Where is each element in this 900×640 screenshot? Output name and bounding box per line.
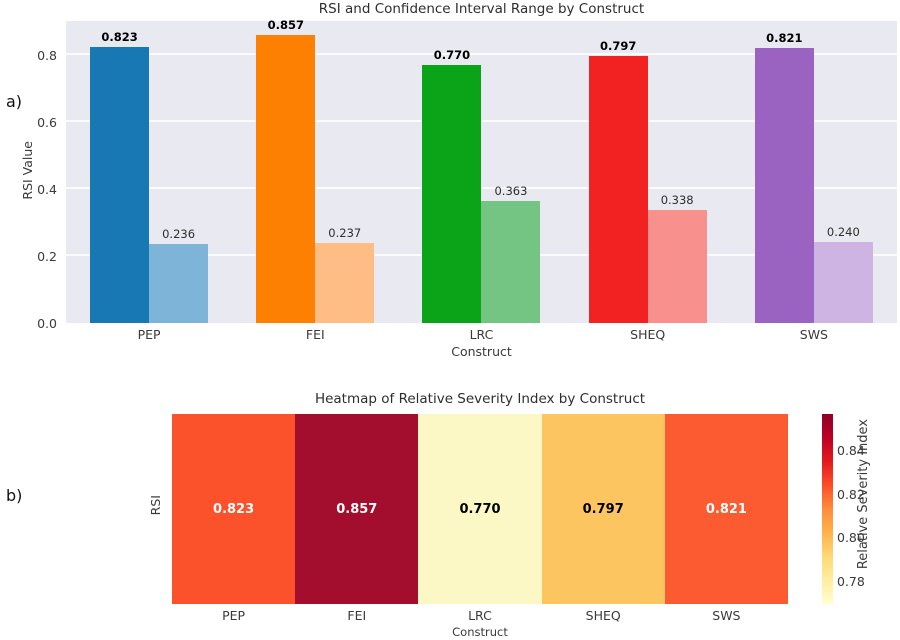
bar-value-label: 0.770 (433, 47, 471, 62)
bar-slot: 0.240 (813, 21, 873, 323)
y-tick-label: 0.4 (37, 181, 57, 197)
heatmap-x-tick-pep: PEP (222, 608, 246, 623)
colorbar-label: Relative Severity Index (856, 419, 871, 570)
bar-pair: 0.821 0.240 (754, 21, 873, 323)
bar-value-label: 0.236 (162, 226, 196, 241)
rsi-bar-sheq (588, 55, 648, 323)
heatmap-x-ticks: PEP FEI LRC SHEQ SWS (172, 608, 788, 624)
bar-slot: 0.770 (422, 21, 482, 323)
rsi-bar-fei (256, 35, 316, 323)
heatmap-cell-lrc: 0.770 (418, 414, 542, 604)
colorbar-ticks: 0.84 0.82 0.80 0.78 (837, 414, 877, 604)
panel-a-label: a) (6, 92, 23, 111)
bar-value-label: 0.797 (599, 38, 637, 53)
heatmap-cell-fei: 0.857 (295, 414, 419, 604)
bar-slot: 0.821 (754, 21, 814, 323)
colorbar-tick-label: 0.78 (837, 574, 865, 590)
bar-value-label: 0.857 (267, 18, 304, 33)
heatmap-x-axis-label: Construct (452, 625, 508, 639)
bar-chart-plot-area: 0.0 0.2 0.4 0.6 0.8 0.823 0.236 0.857 0.237 0.77… (37, 18, 897, 331)
rsi-bar-lrc (422, 64, 482, 323)
bar-slot: 0.237 (315, 21, 375, 323)
heatmap-x-tick-sheq: SHEQ (585, 608, 621, 623)
bar-slot: 0.236 (149, 21, 209, 323)
bar-slot: 0.797 (588, 21, 648, 323)
gridline (66, 187, 897, 189)
bar-chart-title: RSI and Confidence Interval Range by Con… (318, 1, 645, 17)
bar-pair: 0.857 0.237 (256, 18, 375, 323)
bar-slot: 0.338 (647, 21, 707, 323)
colorbar-tick-label: 0.84 (837, 443, 865, 459)
heatmap-cell-pep: 0.823 (172, 414, 296, 604)
y-tick-label: 0.0 (37, 316, 57, 331)
rsi-bar-pep (90, 46, 150, 323)
bar-group-sws: 0.821 0.240 (731, 21, 897, 323)
bar-chart-x-axis-label: Construct (451, 344, 512, 359)
heatmap-cell-sws: 0.821 (664, 414, 789, 604)
colorbar-tick-label: 0.82 (837, 486, 865, 502)
bar-pair: 0.770 0.363 (422, 21, 541, 323)
ci-bar-fei (315, 243, 375, 323)
bar-group-lrc: 0.770 0.363 (398, 21, 564, 323)
heatmap-row-label: RSI (148, 495, 163, 516)
gridline (66, 120, 897, 122)
bar-chart-x-ticks: PEP FEI LRC SHEQ SWS (66, 327, 897, 343)
colorbar-tick-label: 0.80 (837, 530, 865, 546)
panel-b-label: b) (6, 486, 23, 505)
heatmap-x-tick-fei: FEI (347, 608, 367, 623)
bar-group-pep: 0.823 0.236 (66, 21, 232, 323)
bar-value-label: 0.240 (826, 225, 860, 240)
bar-slot: 0.857 (256, 18, 316, 323)
bar-value-label: 0.338 (660, 192, 694, 207)
bar-chart-bars: 0.823 0.236 0.857 0.237 0.770 0.363 0.797 0.338… (66, 18, 897, 323)
bar-value-label: 0.363 (494, 184, 528, 199)
bar-value-label: 0.821 (766, 30, 803, 45)
bar-slot: 0.363 (481, 21, 541, 323)
bar-slot: 0.823 (90, 21, 150, 323)
heatmap-cell-sheq: 0.797 (541, 414, 665, 604)
x-tick-fei: FEI (305, 327, 325, 342)
heatmap-x-tick-sws: SWS (712, 608, 741, 623)
y-tick-label: 0.2 (37, 248, 57, 264)
rsi-bar-sws (754, 47, 814, 323)
gridline (66, 52, 897, 55)
x-tick-pep: PEP (137, 327, 161, 342)
ci-bar-sws (813, 242, 873, 323)
bar-group-fei: 0.857 0.237 (232, 18, 398, 323)
bar-value-label: 0.823 (101, 29, 138, 44)
bar-chart-y-axis-label: RSI Value (20, 141, 35, 200)
x-tick-lrc: LRC (469, 327, 494, 342)
bar-value-label: 0.237 (328, 226, 362, 241)
x-tick-sheq: SHEQ (630, 327, 666, 342)
ci-bar-pep (149, 243, 209, 323)
heatmap-title: Heatmap of Relative Severity Index by Co… (314, 391, 646, 407)
heatmap-row: 0.823 0.857 0.770 0.797 0.821 (172, 414, 789, 604)
bar-pair: 0.797 0.338 (588, 21, 707, 323)
bar-pair: 0.823 0.236 (90, 21, 209, 323)
y-tick-label: 0.6 (37, 114, 57, 130)
ci-bar-lrc (481, 201, 541, 323)
x-tick-sws: SWS (799, 327, 828, 342)
ci-bar-sheq (647, 209, 707, 323)
colorbar (822, 414, 833, 604)
bar-group-sheq: 0.797 0.338 (565, 21, 731, 323)
heatmap-x-tick-lrc: LRC (468, 608, 492, 623)
y-tick-label: 0.8 (37, 47, 57, 63)
